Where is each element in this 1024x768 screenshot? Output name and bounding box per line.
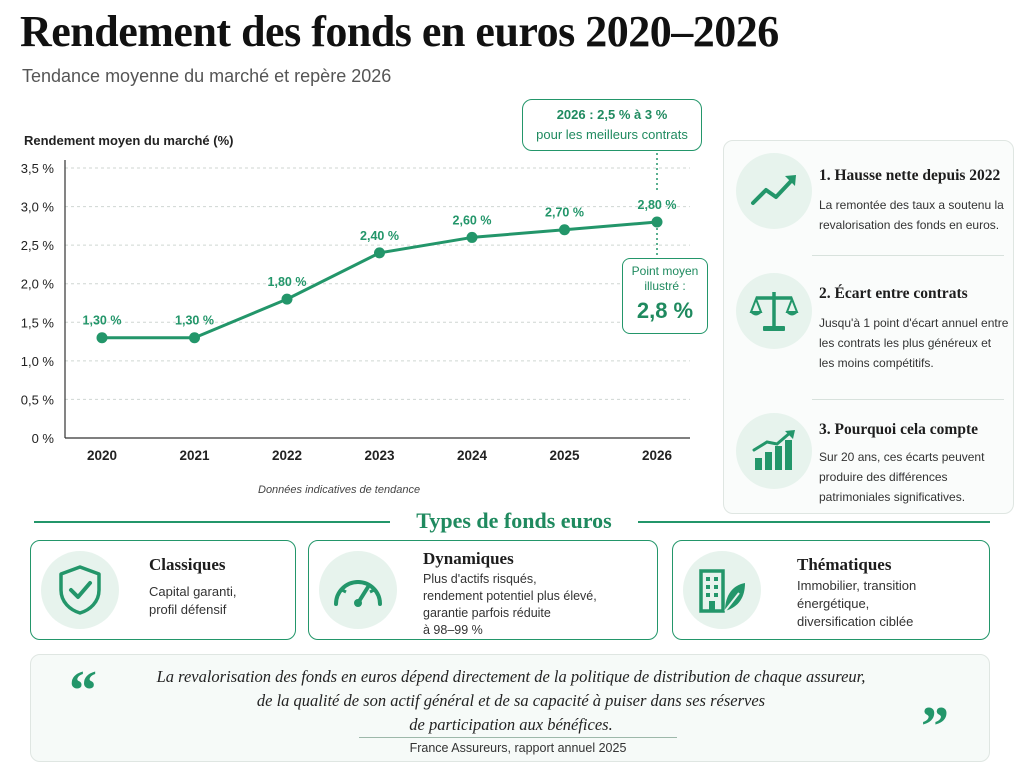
type-text-thematiques: Immobilier, transition énergétique, dive… [797, 578, 917, 629]
insight-item-hausse: 1. Hausse nette depuis 2022 La remontée … [724, 145, 1015, 263]
quote-line-1: La revalorisation des fonds en euros dép… [156, 667, 866, 686]
x-tick-label: 2024 [457, 448, 488, 463]
quote-box: “ La revalorisation des fonds en euros d… [30, 654, 990, 762]
types-heading: Types de fonds euros [416, 508, 612, 533]
type-title-thematiques: Thématiques [797, 555, 892, 574]
quote-line-2: de la qualité de son actif général et de… [256, 691, 766, 710]
data-label: 2,80 % [638, 198, 677, 212]
types-divider-left [34, 521, 390, 523]
insight-item-ecart: 2. Écart entre contrats Jusqu'à 1 point … [724, 265, 1015, 383]
panel-divider [812, 255, 1004, 256]
close-quote-icon: ” [921, 696, 949, 758]
type-text-dynamiques: Plus d'actifs risqués, rendement potenti… [423, 572, 597, 637]
callout-2026-range-line1: 2026 : 2,5 % à 3 % [556, 107, 668, 122]
y-tick-label: 3,5 % [21, 161, 55, 176]
callout-average-value: 2,8 % [636, 298, 694, 323]
type-card-dynamiques: Dynamiques Plus d'actifs risqués, rendem… [308, 540, 658, 640]
data-label: 1,80 % [268, 275, 307, 289]
data-point [281, 293, 293, 305]
insight-text-hausse: La remontée des taux a soutenu la revalo… [819, 198, 1004, 232]
x-tick-label: 2021 [179, 448, 210, 463]
insight-text-pourquoi: Sur 20 ans, ces écarts peuvent produire … [819, 450, 985, 504]
chart-note: Données indicatives de tendance [258, 484, 421, 496]
x-tick-label: 2026 [642, 448, 673, 463]
insight-text-ecart: Jusqu'à 1 point d'écart annuel entre les… [819, 316, 1009, 370]
type-text-classiques: Capital garanti, profil défensif [149, 584, 237, 617]
quote-line-3: de participation aux bénéfices. [409, 715, 613, 734]
quote-source: France Assureurs, rapport annuel 2025 [409, 741, 627, 755]
callout-2026-range: 2026 : 2,5 % à 3 % pour les meilleurs co… [522, 99, 702, 151]
data-point [559, 224, 570, 236]
y-tick-label: 2,5 % [21, 238, 55, 253]
quote-text: La revalorisation des fonds en euros dép… [121, 665, 901, 737]
callout-average-point: Point moyen illustré : 2,8 % [622, 258, 708, 334]
data-label: 2,70 % [545, 206, 584, 220]
quote-divider [359, 737, 677, 738]
data-point [651, 216, 663, 228]
y-tick-label: 1,5 % [21, 315, 55, 330]
data-label: 2,40 % [360, 229, 399, 243]
y-tick-label: 0 % [32, 431, 55, 446]
insight-title-ecart: 2. Écart entre contrats [819, 285, 968, 302]
insight-title-pourquoi: 3. Pourquoi cela compte [819, 421, 979, 438]
data-point [96, 332, 108, 344]
page-subtitle: Tendance moyenne du marché et repère 202… [22, 66, 392, 86]
insights-panel: 1. Hausse nette depuis 2022 La remontée … [723, 140, 1014, 514]
gauge-icon [319, 551, 397, 629]
bar-growth-icon [736, 413, 812, 489]
y-tick-label: 1,0 % [21, 354, 55, 369]
types-divider-right [638, 521, 990, 523]
type-title-classiques: Classiques [149, 555, 226, 574]
type-card-classiques: Classiques Capital garanti, profil défen… [30, 540, 296, 640]
insight-item-pourquoi: 3. Pourquoi cela compte Sur 20 ans, ces … [724, 405, 1015, 523]
panel-divider [812, 399, 1004, 400]
type-card-thematiques: Thématiques Immobilier, transition énerg… [672, 540, 990, 640]
scales-icon [736, 273, 812, 349]
data-point [189, 332, 200, 344]
line-chart: Rendement moyen du marché (%) 0 % 0,5 % 1,0… [21, 133, 690, 463]
callout-average-line2: illustré : [644, 279, 686, 293]
x-tick-label: 2023 [364, 448, 395, 463]
building-leaf-icon [683, 551, 761, 629]
open-quote-icon: “ [69, 660, 97, 722]
y-axis-label: Rendement moyen du marché (%) [24, 133, 234, 148]
callout-average-line1: Point moyen [631, 264, 699, 278]
x-tick-label: 2022 [272, 448, 302, 463]
y-tick-label: 3,0 % [21, 200, 55, 215]
y-tick-label: 0,5 % [21, 392, 55, 407]
insight-title-hausse: 1. Hausse nette depuis 2022 [819, 167, 1001, 184]
type-title-dynamiques: Dynamiques [423, 549, 514, 568]
data-label: 1,30 % [175, 314, 214, 328]
x-tick-label: 2020 [87, 448, 117, 463]
data-label: 1,30 % [83, 314, 122, 328]
shield-check-icon [41, 551, 119, 629]
y-tick-label: 2,0 % [21, 277, 55, 292]
data-label: 2,60 % [453, 213, 492, 227]
x-tick-label: 2025 [549, 448, 580, 463]
data-point [374, 247, 385, 259]
trend-up-icon [736, 153, 812, 229]
page-title: Rendement des fonds en euros 2020–2026 [20, 7, 779, 56]
data-point [466, 231, 478, 243]
callout-2026-range-line2: pour les meilleurs contrats [536, 127, 688, 142]
